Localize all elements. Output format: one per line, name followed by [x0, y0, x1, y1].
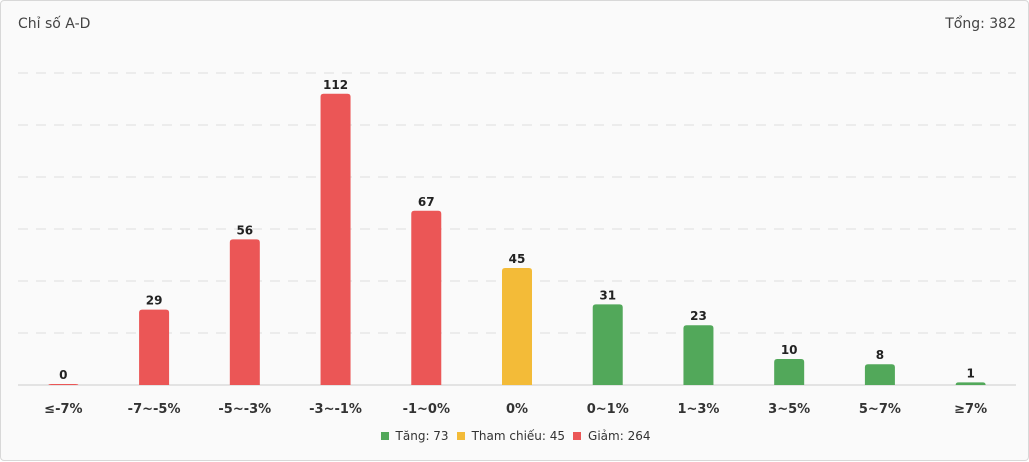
bar[interactable]	[229, 239, 260, 385]
data-label: 10	[781, 343, 798, 357]
x-tick-label: -7~-5%	[128, 402, 181, 417]
data-label: 1	[966, 366, 974, 380]
legend-swatch	[456, 432, 465, 440]
data-label: 8	[876, 348, 884, 362]
data-label: 67	[418, 195, 435, 209]
bar[interactable]	[683, 325, 714, 385]
x-tick-label: -5~-3%	[218, 402, 271, 417]
total-count: Tổng: 382	[945, 16, 1016, 32]
data-label: 112	[323, 78, 348, 92]
legend: Tăng: 73 Tham chiếu: 45 Giảm: 264	[1, 429, 1029, 443]
legend-swatch	[380, 432, 389, 440]
legend-label: Giảm: 264	[588, 429, 651, 443]
bar[interactable]	[320, 93, 351, 386]
bar[interactable]	[592, 304, 623, 385]
data-label: 0	[59, 368, 67, 382]
data-label: 31	[599, 288, 616, 302]
data-label: 56	[236, 223, 253, 237]
bar[interactable]	[411, 210, 442, 385]
x-tick-label: 1~3%	[677, 402, 719, 417]
bar[interactable]	[774, 359, 805, 385]
bar[interactable]	[139, 309, 170, 385]
x-tick-label: -3~-1%	[309, 402, 362, 417]
legend-item[interactable]: Giảm: 264	[573, 429, 650, 443]
bar[interactable]	[955, 382, 986, 385]
legend-swatch	[573, 432, 582, 440]
data-label: 45	[509, 252, 526, 266]
x-tick-label: 5~7%	[859, 402, 901, 417]
bar[interactable]	[864, 364, 895, 385]
data-label: 23	[690, 309, 707, 323]
legend-label: Tham chiếu: 45	[471, 429, 566, 443]
x-tick-label: 0%	[506, 402, 528, 417]
x-tick-label: -1~0%	[403, 402, 450, 417]
legend-label: Tăng: 73	[395, 429, 449, 443]
x-tick-label: ≤-7%	[44, 402, 82, 417]
chart-title: Chỉ số A-D	[18, 16, 91, 32]
legend-item[interactable]: Tham chiếu: 45	[456, 429, 566, 443]
x-tick-label: 0~1%	[587, 402, 629, 417]
data-label: 29	[146, 294, 163, 308]
bar[interactable]	[48, 384, 79, 385]
x-tick-label: 3~5%	[768, 402, 810, 417]
bar[interactable]	[502, 268, 532, 385]
x-tick-label: ≥7%	[954, 402, 987, 417]
legend-item[interactable]: Tăng: 73	[380, 429, 449, 443]
